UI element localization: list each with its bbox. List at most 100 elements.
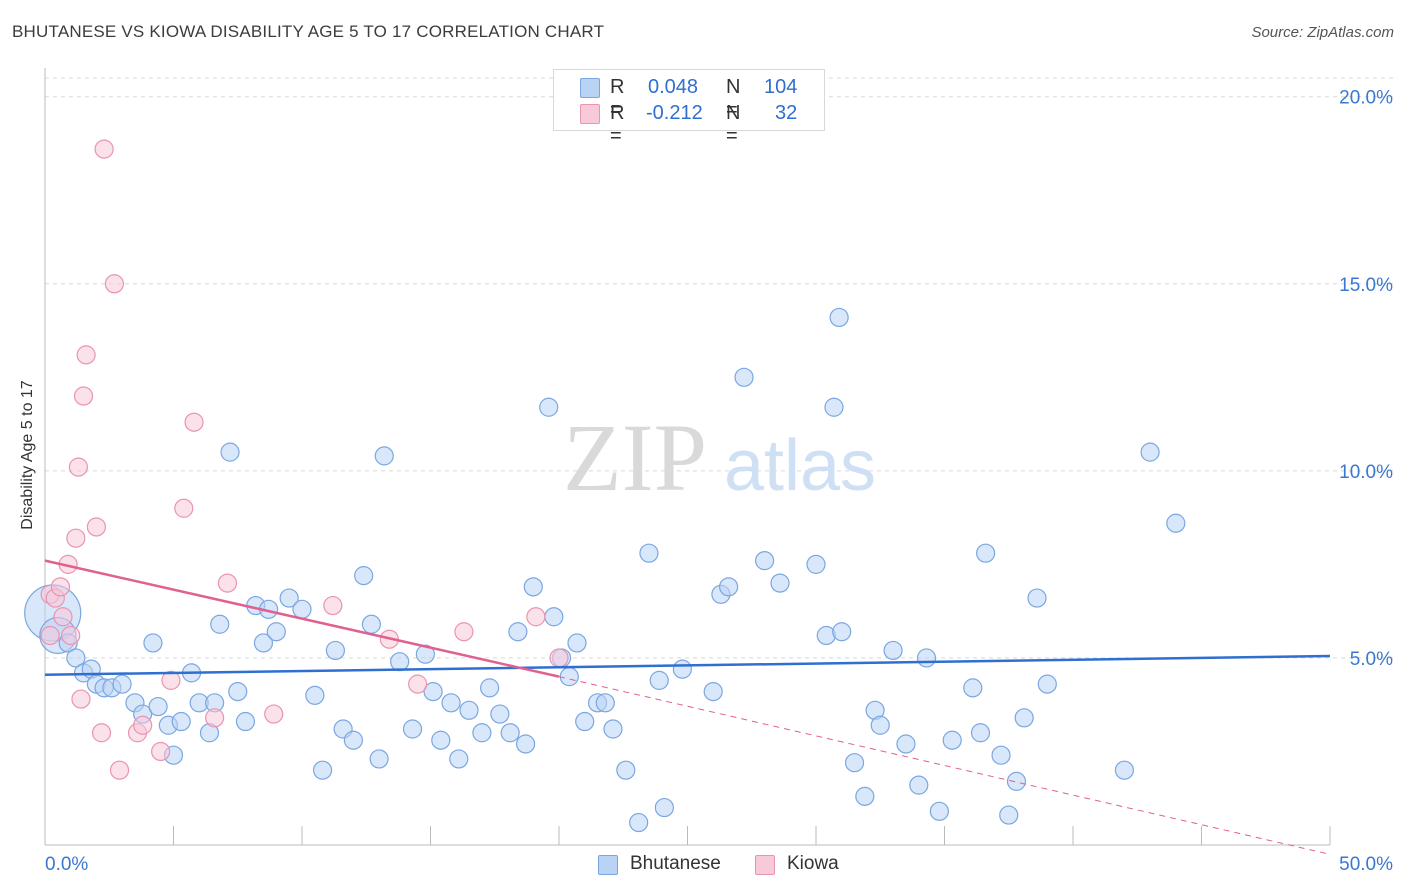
data-point <box>896 734 916 754</box>
data-point <box>454 622 474 642</box>
data-point <box>639 543 659 563</box>
data-point <box>575 711 595 732</box>
data-point <box>210 614 230 634</box>
r-label: R = <box>610 102 625 147</box>
bhutanese-swatch <box>580 78 600 98</box>
data-point <box>171 711 191 732</box>
grid-lines <box>45 77 1395 659</box>
source-note: Source: ZipAtlas.com <box>1251 24 1394 41</box>
data-point <box>459 700 479 720</box>
data-point <box>672 659 692 679</box>
data-point <box>73 386 94 406</box>
data-point <box>1140 442 1160 462</box>
kiowa-points <box>40 139 569 780</box>
data-point <box>220 442 240 462</box>
data-point <box>217 573 238 593</box>
data-point <box>266 622 286 642</box>
data-point <box>205 708 225 728</box>
data-point <box>929 801 949 821</box>
data-point <box>1014 708 1034 728</box>
data-point <box>292 599 312 619</box>
data-point <box>50 577 71 597</box>
data-point <box>770 573 790 593</box>
bhutanese-trend-line <box>44 654 1331 677</box>
watermark-zip: ZIP <box>563 404 707 511</box>
data-point <box>870 715 890 735</box>
y-tick-label: 5.0% <box>1350 649 1393 670</box>
data-point <box>279 588 299 608</box>
data-point <box>824 397 844 417</box>
data-point <box>544 607 564 627</box>
y-tick-label: 20.0% <box>1339 88 1393 109</box>
data-point <box>754 551 775 571</box>
data-point <box>1166 513 1186 533</box>
data-point <box>415 644 435 664</box>
data-point <box>109 760 130 780</box>
data-point <box>423 681 443 702</box>
data-point <box>184 412 204 432</box>
data-point <box>343 730 363 750</box>
data-point <box>40 625 60 646</box>
data-point <box>354 566 374 586</box>
stats-legend: R = 0.048 N = 104 R = -0.212 N = 32 <box>553 69 825 147</box>
data-point <box>991 745 1011 765</box>
data-point <box>94 139 114 159</box>
data-point <box>228 681 248 702</box>
data-point <box>829 307 849 328</box>
bhutanese-points <box>24 307 1186 833</box>
data-point <box>253 633 274 653</box>
data-point <box>539 397 559 417</box>
trend-lines <box>44 559 1331 855</box>
data-point <box>151 741 171 762</box>
data-point <box>441 693 461 713</box>
y-tick-label: 10.0% <box>1339 462 1393 483</box>
data-point <box>523 577 543 597</box>
data-point <box>654 797 674 818</box>
y-tick-label: 15.0% <box>1339 275 1393 296</box>
data-point <box>323 595 343 616</box>
legend-label: Kiowa <box>787 853 839 874</box>
data-point <box>61 625 81 646</box>
data-point <box>76 345 96 365</box>
data-point <box>1114 760 1135 780</box>
data-point <box>235 711 256 732</box>
data-point <box>305 685 325 705</box>
n-value: 32 <box>775 102 798 124</box>
data-point <box>500 723 520 743</box>
data-point <box>806 554 826 574</box>
data-point <box>86 517 107 537</box>
data-point <box>719 577 739 597</box>
legend-label: Bhutanese <box>630 853 721 874</box>
data-point <box>174 498 194 518</box>
data-point <box>480 678 500 698</box>
data-point <box>844 753 865 773</box>
data-point <box>1037 674 1057 694</box>
data-point <box>472 723 492 743</box>
axes <box>44 68 1331 846</box>
r-value: 0.048 <box>648 76 699 98</box>
data-point <box>526 607 546 627</box>
data-point <box>649 670 669 690</box>
data-point <box>71 689 91 709</box>
data-point <box>361 614 381 634</box>
data-point <box>909 775 929 795</box>
data-point <box>369 749 389 769</box>
data-point <box>161 670 181 690</box>
n-value: 104 <box>764 76 798 98</box>
data-point <box>91 723 112 743</box>
x-tick-label-max: 50.0% <box>1339 854 1393 875</box>
data-point <box>408 674 428 694</box>
y-tick-labels: 5.0% 10.0% 15.0% 20.0% <box>1339 88 1393 670</box>
data-point <box>104 274 124 294</box>
data-point <box>508 622 528 642</box>
data-point <box>390 652 410 672</box>
data-point <box>734 367 754 387</box>
bhutanese-swatch <box>598 855 618 875</box>
watermark: ZIP atlas <box>563 404 876 511</box>
data-point <box>148 696 168 717</box>
data-point <box>999 805 1019 825</box>
data-point <box>1027 588 1047 608</box>
data-point <box>66 528 86 548</box>
data-point <box>264 704 284 724</box>
